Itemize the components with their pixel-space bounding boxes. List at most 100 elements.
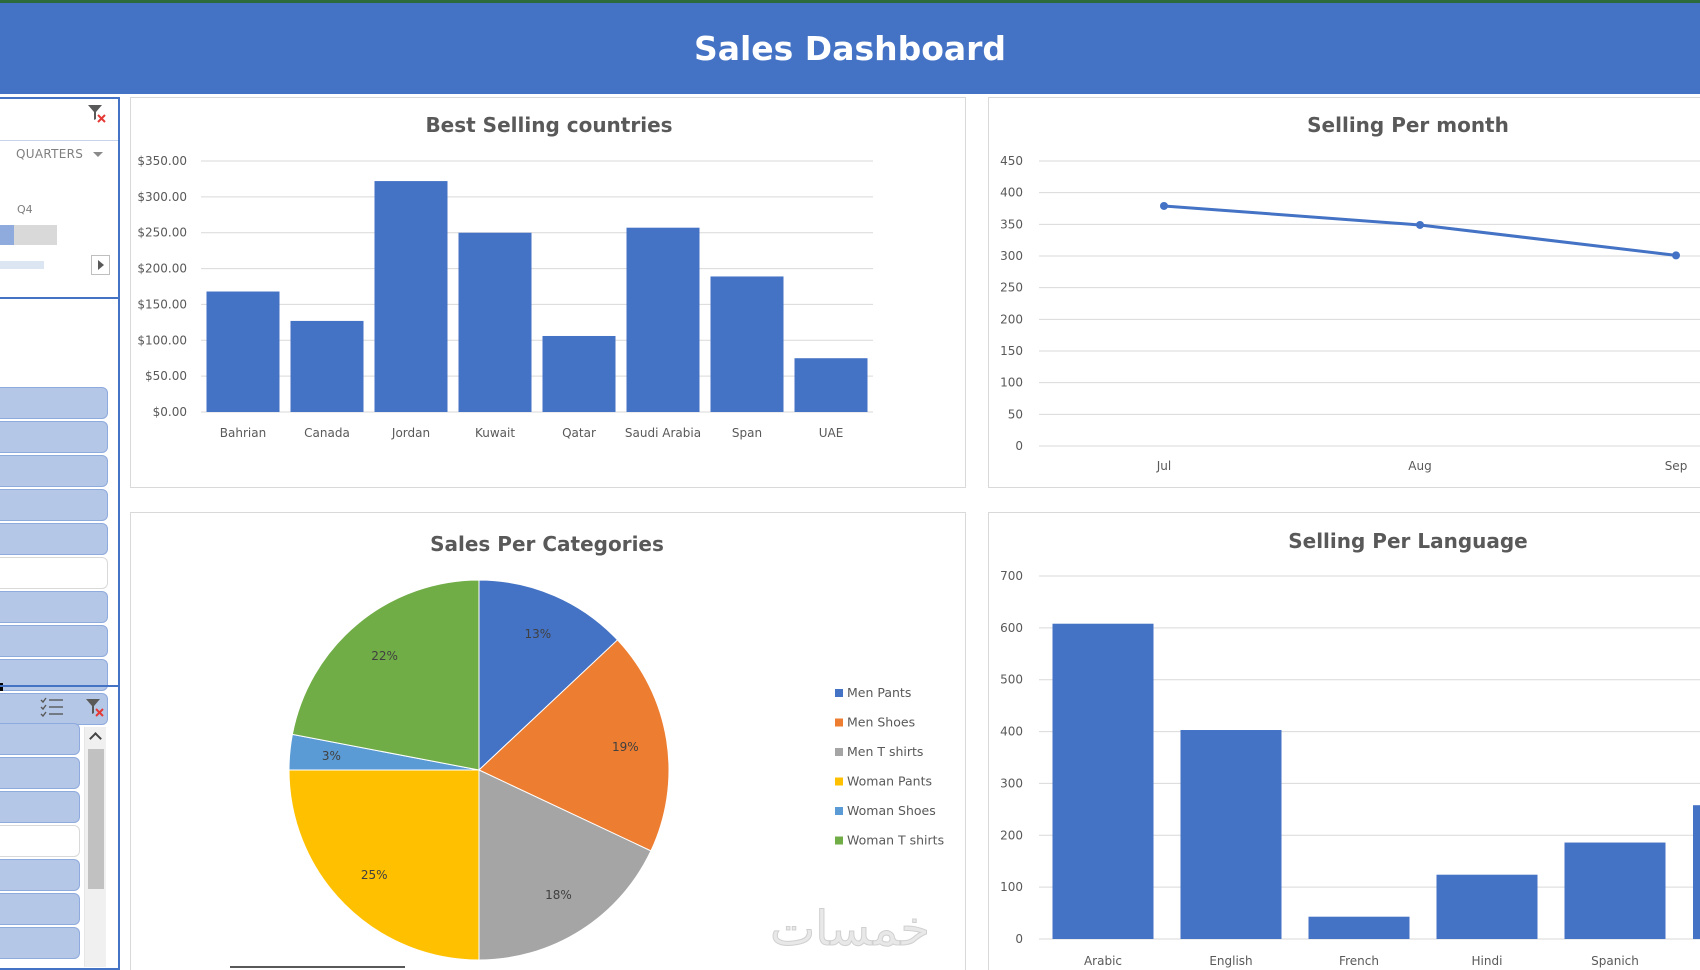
pie-slice <box>291 579 480 771</box>
slicer-item-button[interactable] <box>0 693 108 725</box>
x-tick-label: Jul <box>1156 459 1171 473</box>
chart-title: Sales Per Categories <box>430 532 664 556</box>
selling-per-language-chart[interactable]: Selling Per Language 0 100 200 300 400 500 600… <box>988 512 1700 970</box>
slicer-item-button[interactable] <box>0 723 80 755</box>
filter-clear-icon[interactable] <box>84 697 106 719</box>
y-tick-label: 500 <box>1000 673 1023 687</box>
slicer-item-button[interactable] <box>0 591 108 623</box>
slicer-item-button[interactable] <box>0 625 108 657</box>
timeline-track[interactable] <box>0 225 57 245</box>
slicer-item-button[interactable] <box>0 421 108 453</box>
slicer-item-button[interactable] <box>0 489 108 521</box>
y-tick-label: $250.00 <box>137 226 187 240</box>
legend-swatch <box>835 748 843 756</box>
x-tick-label: UAE <box>819 426 844 440</box>
bar <box>1436 874 1538 939</box>
y-tick-label: 450 <box>1000 154 1023 168</box>
y-tick-label: 0 <box>1015 932 1023 946</box>
bar <box>794 358 868 412</box>
slice-label: 13% <box>525 627 552 641</box>
timeline-level-label[interactable]: QUARTERS <box>16 147 84 161</box>
bar <box>1308 916 1410 939</box>
series-line <box>1163 204 1677 257</box>
slicer-item-button[interactable] <box>0 859 80 891</box>
x-tick-label: Hindi <box>1472 954 1503 968</box>
watermark-logo: خمسات <box>769 901 930 958</box>
sheet-divider <box>230 966 405 968</box>
bar <box>1564 842 1666 939</box>
multi-select-icon[interactable] <box>40 697 64 717</box>
y-tick-label: $150.00 <box>137 297 187 311</box>
data-point <box>1416 220 1424 229</box>
timeline-selection[interactable] <box>0 225 14 245</box>
x-tick-label: English <box>1209 954 1252 968</box>
y-tick-label: 700 <box>1000 569 1023 583</box>
best-selling-countries-svg: Best Selling countries $0.00 $50.00 $100.0… <box>137 113 873 440</box>
bar <box>1180 730 1282 939</box>
dashboard-header: Sales Dashboard <box>0 0 1700 94</box>
slice-label: 25% <box>361 868 388 882</box>
timeline-slicer[interactable]: QUARTERS Q4 <box>0 97 120 299</box>
slicer-item-button[interactable] <box>0 927 80 959</box>
y-tick-label: 350 <box>1000 217 1023 231</box>
legend-swatch <box>835 689 843 697</box>
data-point <box>1672 251 1680 260</box>
scroll-up-icon[interactable] <box>85 729 107 747</box>
bar <box>374 181 448 412</box>
y-tick-label: 300 <box>1000 249 1023 263</box>
slicer-item-button[interactable] <box>0 893 80 925</box>
x-tick-label: Arabic <box>1084 954 1122 968</box>
y-tick-label: 400 <box>1000 186 1023 200</box>
slicer-divider <box>0 140 118 141</box>
best-selling-countries-chart[interactable]: Best Selling countries $0.00 $50.00 $100.0… <box>130 97 966 488</box>
y-tick-label: $300.00 <box>137 190 187 204</box>
slicer-item-button[interactable] <box>0 455 108 487</box>
slicer-item-button[interactable] <box>0 557 108 589</box>
y-tick-label: $200.00 <box>137 262 187 276</box>
sales-per-categories-svg: Sales Per Categories 13% 19% 18% 25% 3% 22% Me… <box>288 532 944 961</box>
legend-label: Men Shoes <box>847 715 915 730</box>
filter-clear-icon[interactable] <box>86 103 108 125</box>
selling-per-language-svg: Selling Per Language 0 100 200 300 400 500 600… <box>1000 529 1700 968</box>
timeline-scrollbar[interactable] <box>0 261 44 269</box>
legend-label: Men Pants <box>847 685 911 700</box>
chart-title: Selling Per Language <box>1288 529 1528 553</box>
x-tick-label: Span <box>732 426 762 440</box>
scroll-right-icon[interactable] <box>91 255 110 275</box>
slicer-item-button[interactable] <box>0 791 80 823</box>
category-slicer <box>0 299 120 725</box>
x-tick-label: French <box>1339 954 1379 968</box>
x-tick-label: Bahrian <box>220 426 266 440</box>
y-tick-label: 200 <box>1000 312 1023 326</box>
slicer-item-button[interactable] <box>0 757 80 789</box>
slicer-item-button[interactable] <box>0 387 108 419</box>
slicer-item-button[interactable] <box>0 523 108 555</box>
y-tick-label: 50 <box>1008 407 1023 421</box>
sales-per-categories-chart[interactable]: Sales Per Categories 13% 19% 18% 25% 3% 22% Me… <box>130 512 966 970</box>
cell-cursor <box>0 683 3 691</box>
selling-per-month-svg: Selling Per month 0 50 100 150 200 250 300 350 4… <box>1000 113 1700 473</box>
pie-slice <box>478 769 652 961</box>
y-tick-label: 600 <box>1000 621 1023 635</box>
bar <box>626 227 700 412</box>
scroll-thumb[interactable] <box>88 749 104 889</box>
chevron-down-icon[interactable] <box>93 152 103 157</box>
bar <box>290 320 364 412</box>
bar <box>206 291 280 412</box>
legend-swatch <box>835 777 843 786</box>
x-tick-label: Jordan <box>391 426 430 440</box>
slicer-panel: QUARTERS Q4 <box>0 97 121 970</box>
y-tick-label: $0.00 <box>153 405 187 419</box>
y-tick-label: $50.00 <box>145 369 187 383</box>
pie-slice <box>478 639 670 852</box>
chart-title: Best Selling countries <box>425 113 672 137</box>
y-tick-label: 100 <box>1000 376 1023 390</box>
y-tick-label: 400 <box>1000 725 1023 739</box>
y-tick-label: 200 <box>1000 828 1023 842</box>
x-tick-label: Qatar <box>562 426 596 440</box>
x-tick-label: Canada <box>304 426 350 440</box>
y-tick-label: 100 <box>1000 880 1023 894</box>
selling-per-month-chart[interactable]: Selling Per month 0 50 100 150 200 250 300 350 4… <box>988 97 1700 488</box>
slicer-scrollbar[interactable] <box>84 727 106 967</box>
slicer-item-button[interactable] <box>0 825 80 857</box>
